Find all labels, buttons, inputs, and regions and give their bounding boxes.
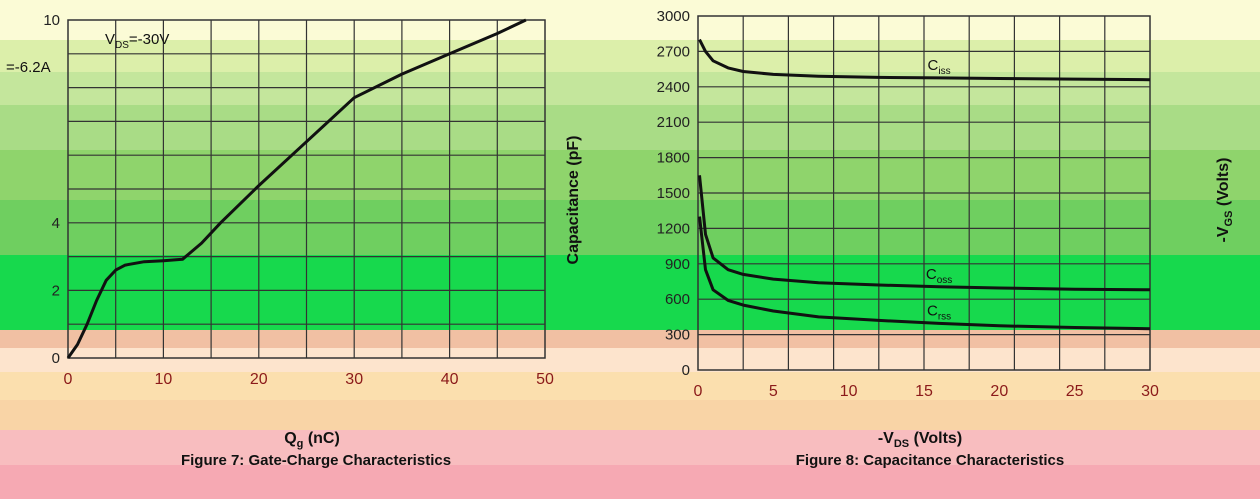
gate-charge-y-tick-label: 4 bbox=[52, 215, 60, 232]
capacitance-x-tick-label: 30 bbox=[1141, 383, 1159, 400]
chart-capacitance-grid bbox=[697, 15, 1151, 371]
capacitance-y-tick-label: 3000 bbox=[657, 8, 690, 25]
capacitance-y-tick-label: 1200 bbox=[657, 220, 690, 237]
gate-charge-series-line bbox=[66, 18, 527, 359]
chart-capacitance: Ciss Coss Crss 0 5 10 15 20 25 30 0 300 600 900 1200 1… bbox=[565, 0, 1260, 499]
capacitance-y2-axis-title: -VGS (Volts) bbox=[1215, 158, 1235, 243]
gate-charge-y-tick-label: 10 bbox=[43, 12, 60, 29]
chart-gate-charge-svg: 0 10 20 30 40 50 0 2 4 10 VDS=-30V =-6.2A Qg (nC)… bbox=[6, 12, 554, 469]
background-band bbox=[0, 372, 1260, 400]
capacitance-x-tick-label: 25 bbox=[1066, 383, 1084, 400]
gate-charge-x-tick-label: 10 bbox=[155, 371, 173, 388]
capacitance-x-tick-label: 0 bbox=[694, 383, 703, 400]
chart-capacitance-curves: Ciss Coss Crss bbox=[698, 38, 1151, 331]
capacitance-y-tick-label: 1800 bbox=[657, 150, 690, 167]
background-band bbox=[0, 105, 1260, 150]
capacitance-caption: Figure 8: Capacitance Characteristics bbox=[796, 452, 1064, 469]
capacitance-series-label: Ciss bbox=[928, 57, 951, 77]
gate-charge-caption: Figure 7: Gate-Charge Characteristics bbox=[181, 452, 451, 469]
chart-gate-charge: 0 10 20 30 40 50 0 2 4 10 VDS=-30V =-6.2A Qg (nC)… bbox=[6, 12, 554, 469]
background-band bbox=[0, 430, 1260, 465]
background-band bbox=[0, 40, 1260, 72]
capacitance-y-tick-label: 2700 bbox=[657, 43, 690, 60]
chart-gate-charge-ticks: 0 10 20 30 40 50 0 2 4 10 bbox=[43, 12, 554, 388]
capacitance-y-tick-label: 600 bbox=[665, 291, 690, 308]
gate-charge-x-tick-label: 30 bbox=[345, 371, 363, 388]
gate-charge-x-tick-label: 50 bbox=[536, 371, 554, 388]
background-band bbox=[0, 255, 1260, 330]
gate-charge-x-tick-label: 40 bbox=[441, 371, 459, 388]
capacitance-series-line bbox=[698, 38, 1151, 82]
capacitance-x-tick-label: 5 bbox=[769, 383, 778, 400]
gate-charge-x-axis-title: Qg (nC) bbox=[284, 430, 340, 450]
background-band bbox=[0, 400, 1260, 430]
background-band bbox=[0, 150, 1260, 200]
background-band bbox=[0, 465, 1260, 499]
capacitance-series-label: Crss bbox=[927, 302, 951, 322]
gate-charge-annotation-id: =-6.2A bbox=[6, 59, 51, 76]
chart-gate-charge-curves bbox=[66, 18, 527, 359]
chart-capacitance-ticks: 0 5 10 15 20 25 300300600900120015001800210024… bbox=[657, 8, 1159, 400]
capacitance-y-tick-label: 2400 bbox=[657, 79, 690, 96]
gate-charge-y-tick-label: 0 bbox=[52, 350, 60, 367]
capacitance-y-axis-title: Capacitance (pF) bbox=[565, 136, 582, 265]
capacitance-series-line bbox=[698, 216, 1151, 331]
capacitance-x-tick-label: 10 bbox=[840, 383, 858, 400]
capacitance-x-axis-title: -VDS (Volts) bbox=[878, 430, 962, 450]
chart-gate-charge-grid bbox=[67, 19, 546, 359]
capacitance-y-tick-label: 300 bbox=[665, 327, 690, 344]
capacitance-x-tick-label: 20 bbox=[990, 383, 1008, 400]
capacitance-y-tick-label: 2100 bbox=[657, 114, 690, 131]
gate-charge-x-tick-label: 20 bbox=[250, 371, 268, 388]
capacitance-y-tick-label: 900 bbox=[665, 256, 690, 273]
background-band bbox=[0, 348, 1260, 372]
gate-charge-annotation-vds: VDS=-30V bbox=[105, 31, 169, 51]
gate-charge-y-tick-label: 2 bbox=[52, 282, 60, 299]
capacitance-x-tick-label: 15 bbox=[915, 383, 933, 400]
capacitance-series-line bbox=[698, 175, 1151, 292]
background-band bbox=[0, 200, 1260, 255]
capacitance-y-tick-label: 0 bbox=[682, 362, 690, 379]
capacitance-y-tick-label: 1500 bbox=[657, 185, 690, 202]
gate-charge-x-tick-label: 0 bbox=[64, 371, 73, 388]
capacitance-series-label: Coss bbox=[926, 266, 952, 286]
